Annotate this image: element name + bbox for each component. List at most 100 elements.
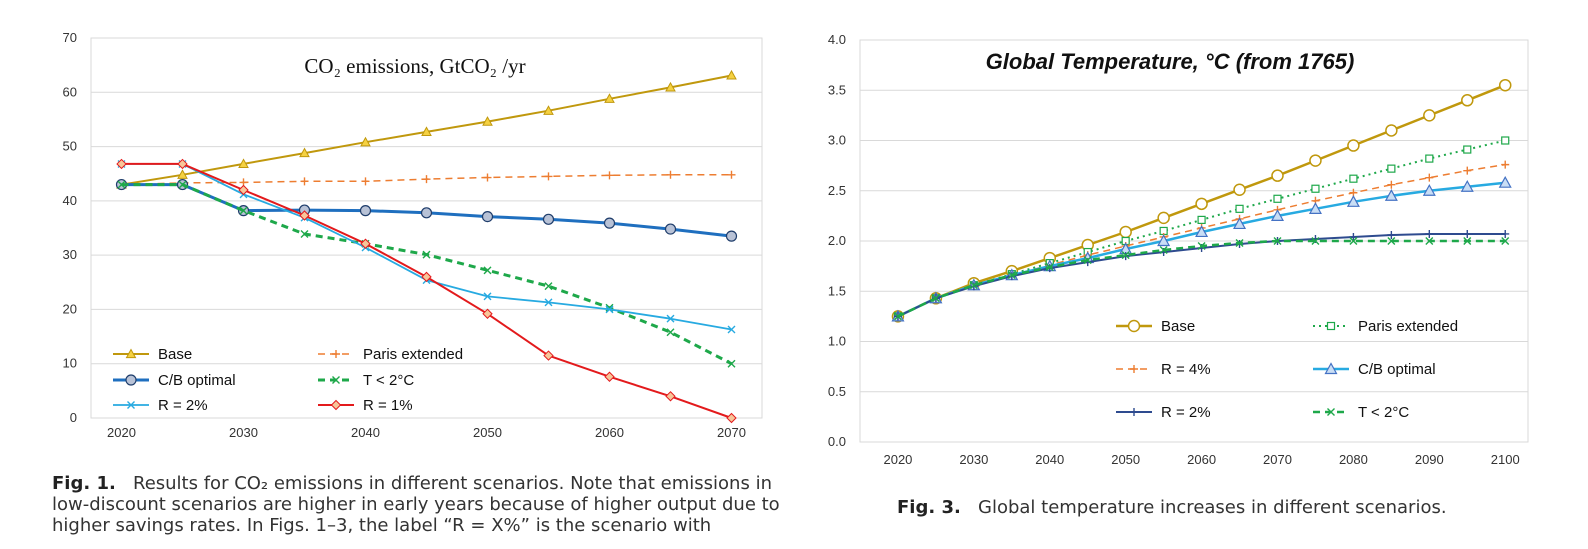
y-tick-label: 1.5: [828, 283, 846, 298]
y-tick-label: 0.0: [828, 434, 846, 449]
legend-swatch-marker: [332, 350, 340, 358]
y-tick-label: 3.5: [828, 82, 846, 97]
legend-swatch-marker: [1326, 321, 1336, 331]
line-r-2: [121, 162, 732, 331]
point-base: [421, 126, 432, 137]
legend-entry-base: Base: [113, 346, 192, 363]
legend-label: Base: [158, 346, 192, 363]
point-r-1: [238, 184, 249, 196]
point-r-2: [727, 325, 736, 334]
point-base: [665, 81, 676, 92]
point-base: [543, 105, 554, 115]
legend-label: R = 1%: [363, 397, 413, 414]
legend-entry-t-2-c: T < 2°C: [1313, 404, 1409, 421]
y-tick-label: 2.5: [828, 183, 846, 198]
point-base: [1195, 197, 1208, 211]
y-tick-label: 10: [63, 356, 77, 371]
legend-label: T < 2°C: [1358, 404, 1409, 421]
x-tick-label: 2080: [1339, 452, 1368, 467]
x-tick-label: 2070: [1263, 452, 1292, 467]
fig3-caption-text: Global temperature increases in differen…: [978, 497, 1447, 518]
point-r-1: [360, 238, 371, 249]
legend-swatch-marker: [127, 401, 135, 409]
point-base: [1309, 154, 1322, 167]
point-paris-extended: [1197, 215, 1206, 224]
point-t-2-c: [483, 266, 492, 275]
point-r-2: [666, 314, 675, 323]
point-base: [1119, 225, 1132, 239]
x-tick-label: 2090: [1415, 452, 1444, 467]
point-base: [1385, 124, 1398, 137]
x-tick-label: 2030: [229, 425, 258, 440]
legend-swatch-marker: [1324, 362, 1338, 375]
point-paris-extended: [422, 175, 431, 184]
point-paris-extended: [666, 170, 675, 179]
fig1-caption: Fig. 1. Results for CO₂ emissions in dif…: [52, 473, 782, 536]
point-r-4: [1387, 180, 1396, 189]
point-c-b-optimal: [1346, 195, 1360, 207]
legend-entry-paris-extended: Paris extended: [1313, 318, 1458, 335]
point-base: [1461, 94, 1474, 107]
point-t-2-c: [1045, 263, 1054, 272]
point-base: [1347, 139, 1360, 152]
point-base: [726, 69, 737, 80]
point-c-b-optimal: [359, 205, 372, 217]
point-paris-extended: [727, 170, 736, 179]
point-t-2-c: [1121, 251, 1130, 260]
point-t-2-c: [300, 229, 309, 238]
x-tick-label: 2040: [1035, 452, 1064, 467]
point-r-2: [969, 282, 978, 291]
point-c-b-optimal: [1384, 189, 1398, 201]
x-tick-label: 2040: [351, 425, 380, 440]
legend-label: Paris extended: [1358, 318, 1458, 335]
point-t-2-c: [1159, 246, 1168, 255]
point-r-4: [1425, 173, 1434, 182]
point-r-1: [421, 271, 432, 283]
point-r-2: [483, 292, 492, 301]
point-t-2-c: [1349, 237, 1358, 245]
point-t-2-c: [1425, 237, 1434, 245]
point-paris-extended: [361, 177, 370, 186]
fig3-caption-label: Fig. 3.: [897, 497, 961, 518]
point-base: [299, 147, 310, 158]
legend-entry-paris-extended: Paris extended: [318, 346, 463, 363]
point-base: [360, 136, 371, 147]
point-c-b-optimal: [1270, 209, 1285, 221]
point-base: [482, 116, 493, 126]
point-c-b-optimal: [1233, 217, 1247, 230]
point-t-2-c: [1197, 242, 1206, 251]
legend-swatch-marker: [125, 348, 137, 359]
legend-label: Base: [1161, 318, 1195, 335]
point-c-b-optimal: [1157, 234, 1171, 247]
point-t-2-c: [1235, 239, 1244, 248]
point-r-4: [1501, 160, 1510, 169]
x-tick-label: 2050: [1111, 452, 1140, 467]
legend-entry-r-2: R = 2%: [1116, 404, 1211, 421]
legend-label: T < 2°C: [363, 372, 414, 389]
x-tick-label: 2060: [1187, 452, 1216, 467]
point-t-2-c: [117, 180, 126, 189]
point-c-b-optimal: [1460, 179, 1474, 192]
point-paris-extended: [1463, 145, 1472, 154]
legend-entry-r-4: R = 4%: [1116, 361, 1211, 378]
chart-title: CO₂ emissions, GtCO₂ /yr: [304, 54, 525, 78]
legend-entry-r-1: R = 1%: [318, 397, 413, 414]
point-paris-extended: [1235, 204, 1244, 213]
x-tick-label: 2070: [717, 425, 746, 440]
y-tick-label: 3.0: [828, 133, 846, 148]
x-tick-label: 2100: [1491, 452, 1520, 467]
point-paris-extended: [1349, 174, 1358, 183]
point-t-2-c: [1501, 237, 1510, 245]
point-paris-extended: [1311, 184, 1320, 193]
point-paris-extended: [544, 172, 553, 181]
point-r-2: [1463, 229, 1472, 238]
series-paris-extended: [117, 170, 736, 189]
legend-entry-t-2-c: T < 2°C: [318, 372, 414, 389]
point-t-2-c: [1083, 256, 1092, 265]
legend-label: Paris extended: [363, 346, 463, 363]
point-t-2-c: [727, 359, 736, 368]
y-tick-label: 60: [63, 84, 77, 99]
y-tick-label: 20: [63, 301, 77, 316]
y-tick-label: 0: [70, 410, 77, 425]
point-t-2-c: [1273, 237, 1282, 245]
